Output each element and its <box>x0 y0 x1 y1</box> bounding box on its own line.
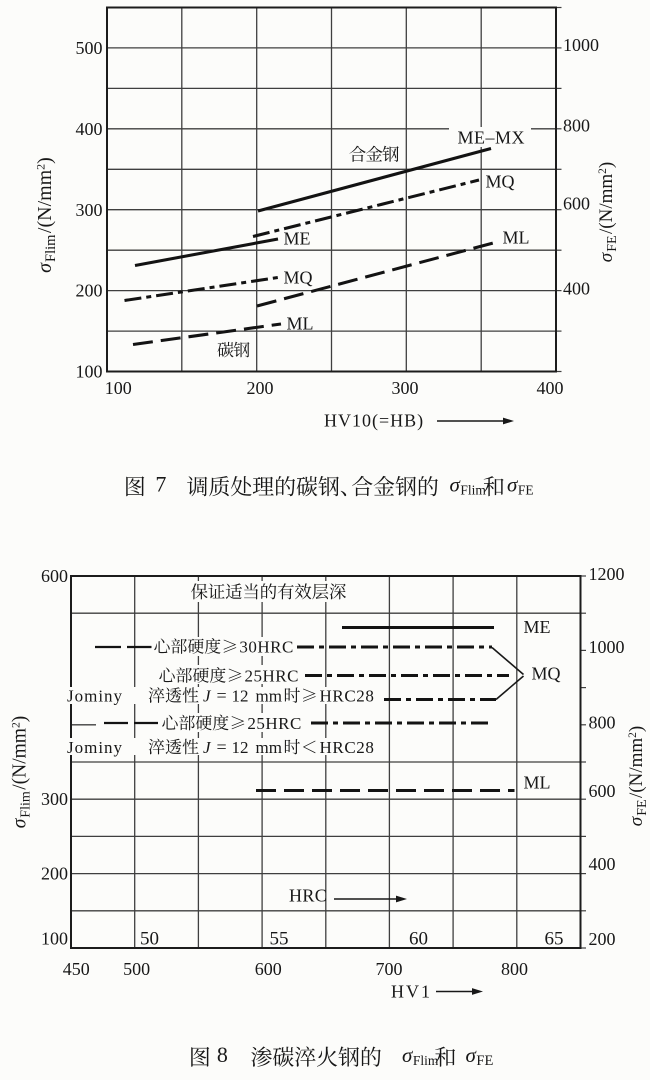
svg-text:): ) <box>10 716 31 723</box>
svg-text:2: 2 <box>34 164 48 170</box>
svg-text:J: J <box>203 738 212 757</box>
svg-text:=: = <box>217 686 227 706</box>
svg-text:ML: ML <box>287 314 314 334</box>
svg-text:σ: σ <box>450 473 462 497</box>
svg-text:σ: σ <box>466 1043 478 1067</box>
svg-text:55: 55 <box>270 929 289 950</box>
svg-text:σ: σ <box>507 473 519 497</box>
svg-text:60: 60 <box>409 929 428 950</box>
svg-text:600: 600 <box>563 194 590 214</box>
svg-text:2: 2 <box>9 722 22 728</box>
svg-text:Flim: Flim <box>18 791 33 818</box>
svg-text:1200: 1200 <box>589 564 625 584</box>
svg-text:2: 2 <box>597 168 609 174</box>
svg-text:HRC: HRC <box>289 886 327 906</box>
svg-text:HRC28: HRC28 <box>320 738 375 757</box>
svg-text:MQ: MQ <box>486 172 515 192</box>
svg-text:=: = <box>217 737 227 757</box>
svg-text:25HRC: 25HRC <box>247 714 301 733</box>
svg-text:HV10(=HB): HV10(=HB) <box>324 411 424 432</box>
svg-text:mm: mm <box>256 738 282 757</box>
svg-text:σ: σ <box>10 817 31 828</box>
svg-text:/(N/mm: /(N/mm <box>596 174 617 234</box>
svg-text:Jominy: Jominy <box>67 738 123 757</box>
svg-text:): ) <box>596 162 617 168</box>
svg-text:/(N/mm: /(N/mm <box>626 738 647 798</box>
svg-text:MQ: MQ <box>284 268 313 288</box>
svg-text:400: 400 <box>563 279 590 299</box>
svg-text:HRC28: HRC28 <box>320 687 375 706</box>
svg-text:): ) <box>34 157 56 164</box>
svg-text:100: 100 <box>105 378 132 398</box>
svg-text:ML: ML <box>524 773 551 793</box>
svg-text:ML: ML <box>503 228 530 248</box>
svg-text:FE: FE <box>635 799 650 815</box>
svg-text:1000: 1000 <box>589 637 625 657</box>
svg-text:Flim: Flim <box>460 483 486 498</box>
svg-text:FE: FE <box>605 235 620 251</box>
svg-text:500: 500 <box>123 959 150 979</box>
svg-text:ME: ME <box>284 229 311 249</box>
svg-text:400: 400 <box>589 854 616 874</box>
svg-text:FE: FE <box>476 1053 493 1069</box>
svg-text:ME: ME <box>524 617 551 637</box>
svg-text:FE: FE <box>518 483 534 498</box>
svg-text:/(N/mm: /(N/mm <box>10 728 31 790</box>
svg-text:Flim: Flim <box>413 1053 439 1068</box>
svg-text:Flim: Flim <box>43 234 59 262</box>
svg-text:100: 100 <box>41 929 68 949</box>
svg-text:600: 600 <box>589 781 616 801</box>
svg-text:65: 65 <box>545 929 564 950</box>
svg-text:Jominy: Jominy <box>67 687 123 706</box>
svg-text:25HRC: 25HRC <box>245 667 299 686</box>
svg-text:500: 500 <box>76 38 103 58</box>
svg-text:8: 8 <box>217 1042 228 1067</box>
svg-text:σ: σ <box>34 262 56 273</box>
svg-text:7: 7 <box>155 472 166 497</box>
svg-text:mm: mm <box>256 687 282 706</box>
svg-text:σ: σ <box>596 252 617 262</box>
svg-text:σ: σ <box>402 1043 414 1067</box>
svg-text:ME–MX: ME–MX <box>458 128 526 148</box>
svg-text:200: 200 <box>247 378 274 398</box>
svg-text:σ: σ <box>626 816 647 826</box>
svg-text:300: 300 <box>392 378 419 398</box>
svg-text:J: J <box>203 687 212 706</box>
svg-text:MQ: MQ <box>532 664 561 684</box>
svg-text:1000: 1000 <box>563 35 599 55</box>
svg-text:800: 800 <box>589 713 616 733</box>
svg-text:700: 700 <box>376 959 403 979</box>
svg-text:12: 12 <box>232 738 249 757</box>
svg-text:400: 400 <box>537 378 564 398</box>
svg-text:600: 600 <box>255 959 282 979</box>
svg-text:800: 800 <box>563 116 590 136</box>
svg-text:300: 300 <box>76 200 103 220</box>
svg-text:30HRC: 30HRC <box>239 638 293 657</box>
svg-text:2: 2 <box>627 732 639 738</box>
svg-text:600: 600 <box>41 566 68 586</box>
svg-text:): ) <box>626 726 647 732</box>
svg-text:300: 300 <box>41 789 68 809</box>
svg-text:400: 400 <box>76 119 103 139</box>
svg-text:200: 200 <box>76 281 103 301</box>
svg-text:800: 800 <box>501 959 528 979</box>
svg-text:200: 200 <box>589 929 616 949</box>
svg-text:12: 12 <box>232 687 249 706</box>
svg-text:100: 100 <box>76 362 103 382</box>
svg-text:200: 200 <box>41 864 68 884</box>
svg-text:HV1: HV1 <box>391 982 432 1002</box>
svg-text:50: 50 <box>140 929 159 950</box>
svg-text:/(N/mm: /(N/mm <box>34 169 56 233</box>
svg-text:450: 450 <box>63 959 90 979</box>
